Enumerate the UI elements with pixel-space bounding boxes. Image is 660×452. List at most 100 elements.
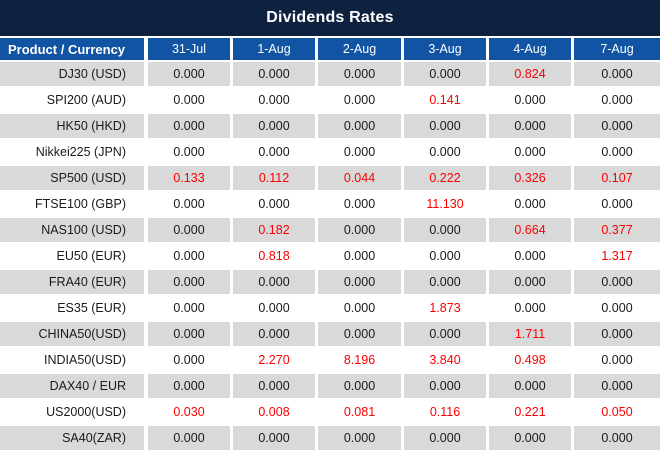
dividend-value: 0.000	[489, 114, 574, 140]
dividend-value: 0.000	[148, 348, 233, 374]
table-header: Product / Currency 31-Jul 1-Aug 2-Aug 3-…	[0, 38, 660, 62]
table-row: SA40(ZAR) 0.000 0.000 0.000 0.000 0.000 0.000	[0, 426, 660, 452]
dividend-value: 0.000	[404, 426, 489, 452]
dividend-value: 0.116	[404, 400, 489, 426]
table-row: FTSE100 (GBP) 0.000 0.000 0.000 11.130 0.000 0…	[0, 192, 660, 218]
dividend-value: 0.000	[489, 140, 574, 166]
dividend-value: 0.000	[574, 296, 660, 322]
dividend-value: 0.000	[574, 62, 660, 88]
dividend-value: 2.270	[233, 348, 318, 374]
dividend-value: 1.873	[404, 296, 489, 322]
dividend-value: 0.000	[489, 244, 574, 270]
product-label: DJ30 (USD)	[0, 62, 148, 88]
table-row: HK50 (HKD) 0.000 0.000 0.000 0.000 0.000 0.000	[0, 114, 660, 140]
page-title: Dividends Rates	[0, 0, 660, 38]
dividend-value: 0.000	[233, 114, 318, 140]
table-body: DJ30 (USD) 0.000 0.000 0.000 0.000 0.824 0.000…	[0, 62, 660, 452]
dividend-value: 0.000	[148, 88, 233, 114]
dividend-value: 0.000	[148, 270, 233, 296]
column-header-date-2: 1-Aug	[233, 38, 318, 62]
product-label: SA40(ZAR)	[0, 426, 148, 452]
dividend-value: 0.824	[489, 62, 574, 88]
column-header-date-4: 3-Aug	[404, 38, 489, 62]
table-row: FRA40 (EUR) 0.000 0.000 0.000 0.000 0.000 0.00…	[0, 270, 660, 296]
product-label: SP500 (USD)	[0, 166, 148, 192]
dividend-value: 0.000	[574, 114, 660, 140]
dividend-value: 0.000	[404, 218, 489, 244]
dividend-value: 0.000	[233, 270, 318, 296]
column-header-date-1: 31-Jul	[148, 38, 233, 62]
product-label: Nikkei225 (JPN)	[0, 140, 148, 166]
dividend-value: 0.000	[404, 244, 489, 270]
dividend-value: 0.000	[318, 192, 404, 218]
product-label: SPI200 (AUD)	[0, 88, 148, 114]
product-label: ES35 (EUR)	[0, 296, 148, 322]
dividend-value: 0.000	[148, 218, 233, 244]
dividend-value: 0.000	[404, 62, 489, 88]
dividend-value: 0.000	[489, 374, 574, 400]
dividend-value: 0.000	[574, 140, 660, 166]
column-header-date-3: 2-Aug	[318, 38, 404, 62]
dividend-value: 0.000	[318, 270, 404, 296]
dividends-rates-table: Product / Currency 31-Jul 1-Aug 2-Aug 3-…	[0, 38, 660, 452]
product-label: US2000(USD)	[0, 400, 148, 426]
dividend-value: 0.000	[489, 426, 574, 452]
table-row: US2000(USD) 0.030 0.008 0.081 0.116 0.221 0.05…	[0, 400, 660, 426]
dividend-value: 0.000	[233, 192, 318, 218]
table-row: NAS100 (USD) 0.000 0.182 0.000 0.000 0.664 0.3…	[0, 218, 660, 244]
dividend-value: 0.000	[318, 296, 404, 322]
dividend-value: 0.222	[404, 166, 489, 192]
dividend-value: 0.377	[574, 218, 660, 244]
dividend-value: 0.182	[233, 218, 318, 244]
dividend-value: 0.000	[404, 374, 489, 400]
dividend-value: 0.000	[233, 62, 318, 88]
dividend-value: 0.000	[148, 322, 233, 348]
product-label: NAS100 (USD)	[0, 218, 148, 244]
dividend-value: 8.196	[318, 348, 404, 374]
dividend-value: 0.000	[318, 62, 404, 88]
dividend-value: 0.000	[233, 322, 318, 348]
dividend-value: 0.000	[574, 426, 660, 452]
dividend-value: 0.000	[318, 114, 404, 140]
dividend-value: 0.000	[574, 322, 660, 348]
dividend-value: 0.000	[404, 270, 489, 296]
dividend-value: 0.000	[148, 140, 233, 166]
column-header-product-currency: Product / Currency	[0, 38, 148, 62]
table-row: ES35 (EUR) 0.000 0.000 0.000 1.873 0.000 0.000	[0, 296, 660, 322]
dividend-value: 0.000	[404, 114, 489, 140]
dividend-value: 0.000	[318, 374, 404, 400]
dividend-value: 0.000	[489, 296, 574, 322]
dividend-value: 0.000	[148, 296, 233, 322]
dividend-value: 0.664	[489, 218, 574, 244]
dividend-value: 11.130	[404, 192, 489, 218]
product-label: FTSE100 (GBP)	[0, 192, 148, 218]
table-row: INDIA50(USD) 0.000 2.270 8.196 3.840 0.498 0.0…	[0, 348, 660, 374]
dividend-value: 0.000	[489, 88, 574, 114]
column-header-date-5: 4-Aug	[489, 38, 574, 62]
dividend-value: 0.498	[489, 348, 574, 374]
dividend-value: 0.000	[233, 296, 318, 322]
dividend-value: 0.000	[574, 374, 660, 400]
dividend-value: 0.000	[404, 140, 489, 166]
dividend-value: 0.112	[233, 166, 318, 192]
dividend-value: 0.000	[574, 270, 660, 296]
table-row: DAX40 / EUR 0.000 0.000 0.000 0.000 0.000 0.00…	[0, 374, 660, 400]
column-header-date-6: 7-Aug	[574, 38, 660, 62]
table-row: SPI200 (AUD) 0.000 0.000 0.000 0.141 0.000 0.0…	[0, 88, 660, 114]
dividend-value: 0.030	[148, 400, 233, 426]
product-label: FRA40 (EUR)	[0, 270, 148, 296]
dividend-value: 0.000	[148, 62, 233, 88]
dividend-value: 0.000	[574, 88, 660, 114]
dividend-value: 0.818	[233, 244, 318, 270]
dividend-value: 0.000	[148, 244, 233, 270]
dividend-value: 0.081	[318, 400, 404, 426]
dividend-value: 0.000	[318, 218, 404, 244]
dividend-value: 0.000	[318, 88, 404, 114]
dividend-value: 0.000	[233, 88, 318, 114]
dividend-value: 0.000	[404, 322, 489, 348]
dividend-value: 1.711	[489, 322, 574, 348]
dividend-value: 0.000	[489, 192, 574, 218]
dividend-value: 0.221	[489, 400, 574, 426]
dividend-value: 0.000	[233, 140, 318, 166]
